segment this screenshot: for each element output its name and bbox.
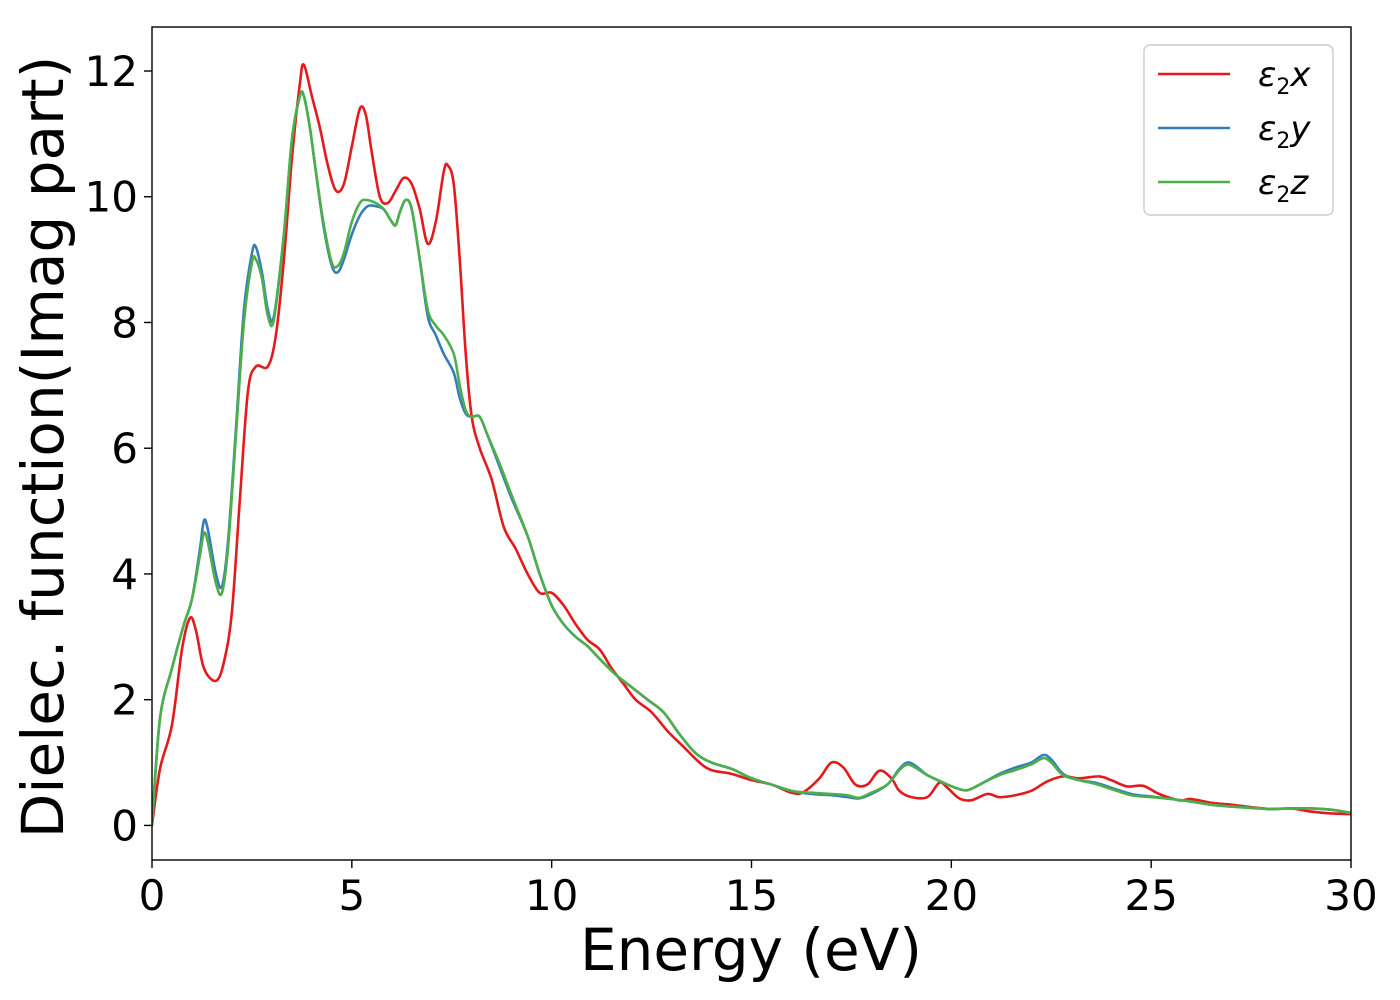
legend-box <box>1143 44 1334 216</box>
y-tick-label: 10 <box>85 173 138 222</box>
x-tick-label: 10 <box>525 871 578 920</box>
legend-label-x: ε2x <box>1258 55 1311 100</box>
x-tick-label: 15 <box>725 871 778 920</box>
y-tick-label: 12 <box>85 47 138 96</box>
series-layer <box>152 62 1351 827</box>
legend-label-y: ε2y <box>1258 109 1311 154</box>
y-tick-label: 0 <box>111 801 138 850</box>
legend-items: ε2x ε2y ε2z <box>1158 55 1311 208</box>
y-axis-label: Dielec. function(Imag part) <box>9 56 77 839</box>
y-tick-label: 4 <box>111 550 138 599</box>
x-axis-ticks: 0 5 10 15 20 25 30 <box>139 860 1378 920</box>
x-tick-label: 30 <box>1324 871 1377 920</box>
x-tick-label: 25 <box>1124 871 1177 920</box>
y-tick-label: 6 <box>111 424 138 473</box>
y-tick-label: 8 <box>111 298 138 347</box>
x-tick-label: 0 <box>139 871 166 920</box>
legend: ε2x ε2y ε2z <box>1143 44 1334 216</box>
y-axis-ticks: 0 2 4 6 8 10 12 <box>85 47 152 850</box>
series-line-z <box>152 90 1351 827</box>
x-tick-label: 20 <box>925 871 978 920</box>
legend-label-z: ε2z <box>1258 163 1309 208</box>
x-axis-label: Energy (eV) <box>580 916 922 984</box>
x-tick-label: 5 <box>338 871 365 920</box>
series-line-x <box>152 62 1351 827</box>
y-tick-label: 2 <box>111 676 138 725</box>
